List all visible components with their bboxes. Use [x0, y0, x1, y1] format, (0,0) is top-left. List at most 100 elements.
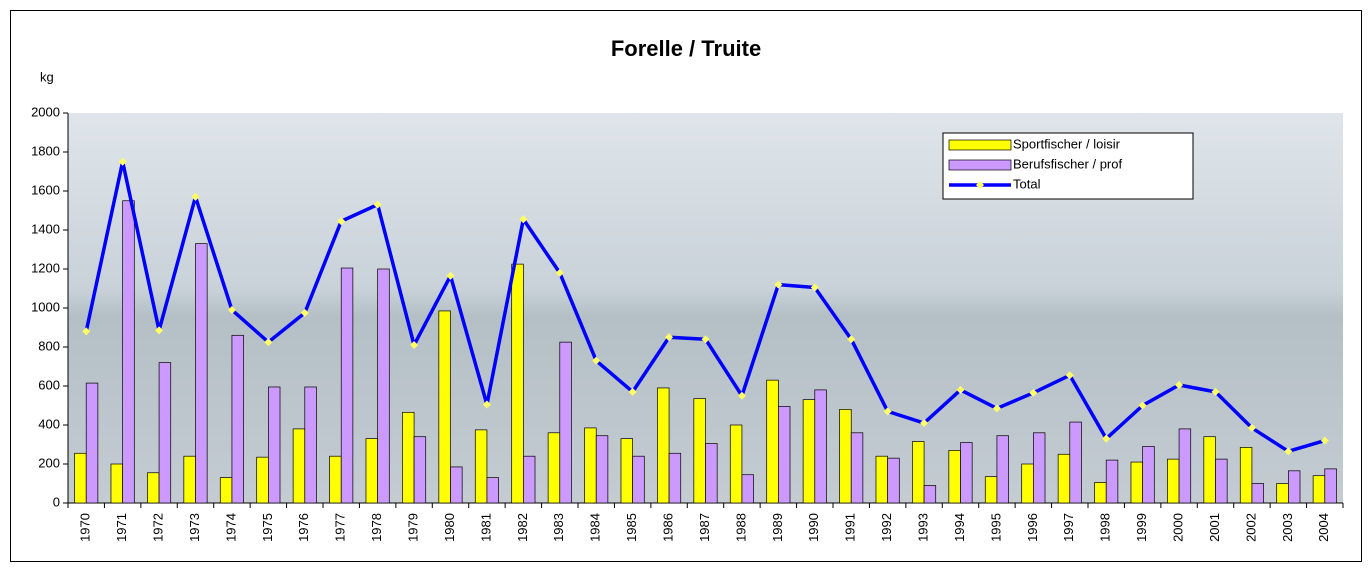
x-tick-label: 1991: [843, 513, 858, 542]
x-tick-label: 1990: [806, 513, 821, 542]
x-tick-label: 1985: [624, 513, 639, 542]
y-tick-label: 400: [38, 416, 60, 431]
y-tick-label: 1000: [31, 299, 60, 314]
bar: [620, 438, 633, 504]
line-marker: [227, 305, 236, 314]
bar: [486, 477, 499, 504]
line-marker: [300, 308, 309, 317]
line-marker: [701, 335, 710, 344]
x-tick-label: 2003: [1280, 513, 1295, 542]
line-marker: [956, 385, 965, 394]
line-marker: [1284, 447, 1293, 456]
bar: [474, 429, 488, 504]
line-marker: [774, 280, 783, 289]
legend-label: Berufsfischer / prof: [1013, 156, 1122, 171]
x-tick-label: 1974: [223, 513, 238, 542]
bar: [195, 243, 208, 504]
bar: [1167, 458, 1180, 504]
line-marker: [1175, 381, 1184, 390]
x-tick-label: 2001: [1207, 513, 1222, 542]
line-marker: [191, 192, 200, 201]
x-tick-label: 1984: [588, 513, 603, 542]
bar: [595, 435, 609, 504]
bar: [1324, 468, 1337, 504]
x-tick-label: 1994: [952, 513, 967, 542]
bar: [559, 341, 572, 504]
bar: [304, 386, 317, 504]
bar: [256, 456, 269, 504]
x-tick-label: 1973: [187, 513, 202, 542]
bar: [729, 424, 743, 504]
line-marker: [920, 419, 929, 428]
line-marker: [482, 400, 491, 409]
y-axis-label: kg: [40, 69, 54, 84]
bar: [1130, 461, 1143, 504]
x-tick-label: 1986: [661, 513, 676, 542]
bar: [778, 406, 791, 504]
line-marker: [82, 327, 91, 336]
x-tick-label: 1980: [442, 513, 457, 542]
bar: [1033, 432, 1046, 504]
x-tick-label: 1983: [551, 513, 566, 542]
legend-label: Sportfischer / loisir: [1013, 136, 1121, 151]
bar: [960, 442, 973, 504]
bar: [547, 432, 561, 504]
bar: [1312, 475, 1326, 504]
line-marker: [665, 333, 674, 342]
line-marker: [337, 217, 346, 226]
bar: [219, 477, 233, 504]
legend-swatch: [948, 139, 1012, 151]
y-tick-label: 800: [38, 338, 60, 353]
bar: [1105, 459, 1119, 504]
bar: [1142, 446, 1155, 504]
y-tick-label: 2000: [31, 104, 60, 119]
x-tick-label: 1976: [296, 513, 311, 542]
y-tick-label: 0: [53, 494, 60, 509]
y-tick-label: 200: [38, 455, 60, 470]
bar: [511, 263, 524, 504]
x-tick-label: 1996: [1025, 513, 1040, 542]
bar: [875, 455, 888, 504]
bar: [85, 382, 99, 504]
x-tick-label: 1975: [260, 513, 275, 542]
x-tick-label: 1989: [770, 513, 785, 542]
x-tick-label: 1979: [406, 513, 421, 542]
line-marker: [1320, 436, 1329, 445]
bar: [365, 438, 378, 504]
bar: [413, 436, 427, 504]
line-marker: [446, 271, 455, 280]
bar: [377, 268, 390, 504]
line-marker: [519, 215, 528, 224]
x-tick-label: 2000: [1171, 513, 1186, 542]
bar: [268, 386, 281, 504]
line-marker: [155, 326, 164, 335]
bar: [1215, 458, 1228, 504]
line-marker: [810, 283, 819, 292]
bar: [1178, 428, 1192, 504]
line-marker: [373, 200, 382, 209]
bar: [450, 466, 463, 504]
line-marker: [628, 387, 637, 396]
bar: [693, 398, 706, 504]
bar: [122, 200, 135, 504]
bar: [1021, 463, 1034, 504]
x-tick-label: 1971: [114, 513, 129, 542]
line-marker: [1211, 387, 1220, 396]
line-marker: [118, 157, 127, 166]
bar: [183, 455, 196, 504]
bar: [1057, 453, 1071, 504]
x-tick-label: 1981: [478, 513, 493, 542]
x-tick-label: 1987: [697, 513, 712, 542]
bar: [923, 485, 937, 504]
legend-label: Total: [1013, 176, 1041, 191]
bar: [329, 455, 342, 504]
x-tick-label: 1977: [333, 513, 348, 542]
bar: [668, 452, 682, 504]
bar: [584, 427, 597, 504]
line-marker: [1138, 401, 1147, 410]
bar: [912, 441, 925, 504]
bar: [1069, 421, 1082, 504]
x-tick-label: 1992: [879, 513, 894, 542]
line-marker: [1102, 434, 1111, 443]
